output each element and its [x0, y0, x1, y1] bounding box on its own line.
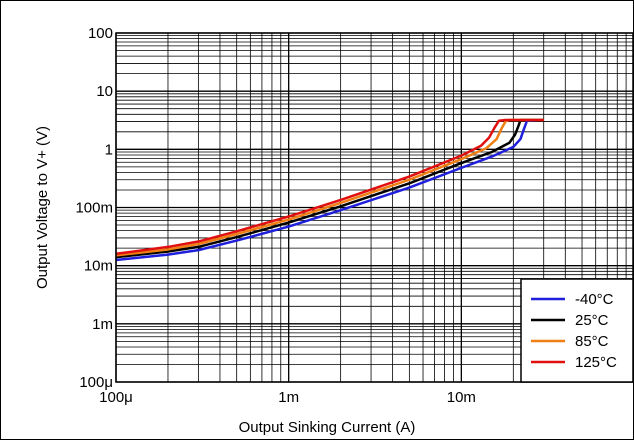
y-tick-label: 100m [75, 200, 113, 217]
y-tick-labels: 100μ 1m 10m 100m 1 10 100 [75, 25, 113, 391]
y-tick-label: 10 [96, 83, 113, 100]
x-axis-title: Output Sinking Current (A) [239, 419, 416, 436]
y-axis-title: Output Voltage to V+ (V) [34, 126, 51, 289]
y-tick-label: 100μ [79, 374, 113, 391]
legend-label: 85°C [575, 333, 609, 350]
legend-label: 25°C [575, 312, 609, 329]
legend-label: -40°C [575, 291, 614, 308]
plot-frame [115, 32, 634, 383]
y-tick-label: 1m [92, 316, 113, 333]
series-line [115, 118, 544, 257]
y-tick-label: 1 [105, 141, 113, 158]
legend-label: 125°C [575, 354, 617, 371]
series-line [115, 118, 544, 259]
series-line [115, 118, 544, 262]
series-line [115, 118, 544, 256]
legend-box [520, 278, 634, 383]
x-tick-label: 10m [447, 389, 476, 406]
x-tick-label: 1m [278, 389, 299, 406]
x-tick-label: 100μ [99, 389, 133, 406]
legend: -40°C 25°C 85°C 125°C [520, 278, 634, 383]
y-tick-label: 10m [84, 258, 113, 275]
y-tick-label: 100 [88, 25, 113, 42]
x-tick-labels: 100μ 1m 10m [99, 389, 476, 406]
series-lines [115, 118, 544, 262]
